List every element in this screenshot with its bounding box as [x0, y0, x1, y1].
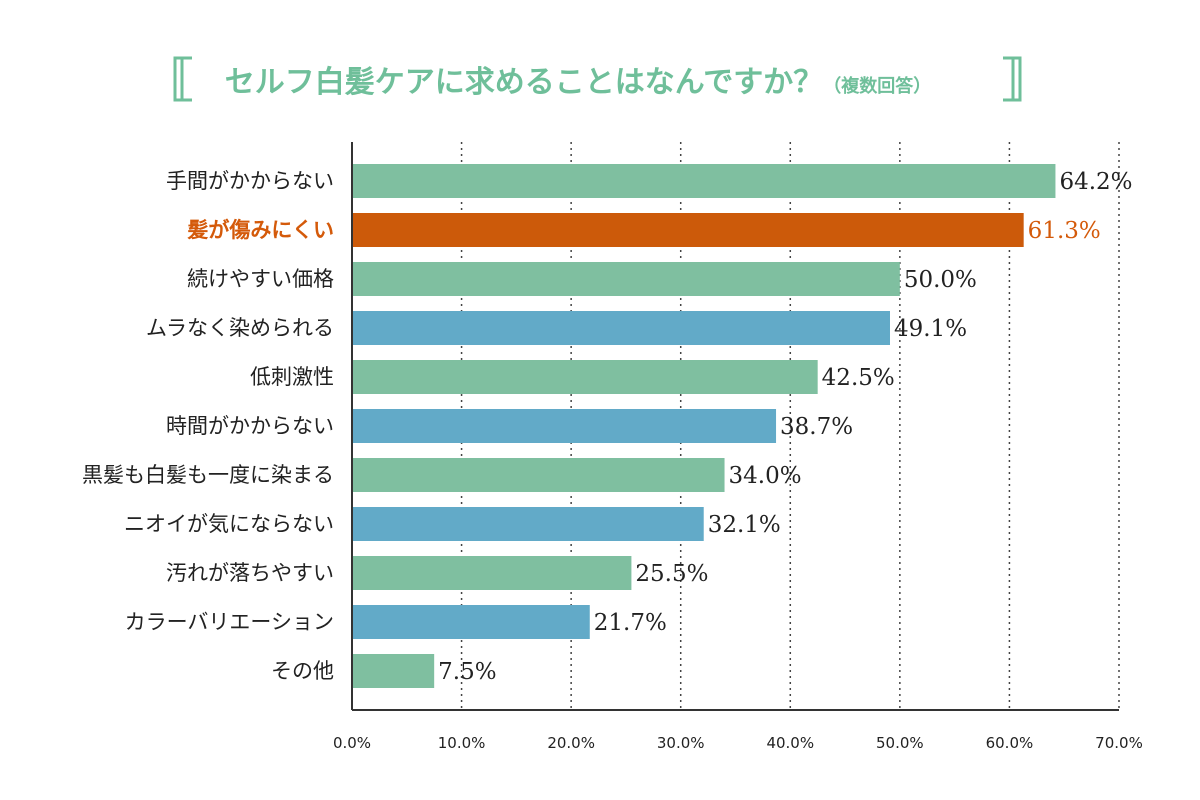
x-tick-label: 40.0% [766, 734, 814, 752]
bar [352, 654, 435, 688]
value-label: 38.7% [780, 414, 853, 440]
value-label: 42.5% [822, 365, 895, 391]
category-label: 続けやすい価格 [187, 267, 334, 291]
value-label: 7.5% [438, 659, 496, 685]
bar [352, 213, 1024, 247]
value-label: 61.3% [1028, 218, 1101, 244]
x-tick-label: 70.0% [1095, 734, 1143, 752]
title-left-bracket [173, 56, 192, 102]
category-label: 黒髪も白髪も一度に染まる [82, 463, 334, 487]
x-tick-label: 20.0% [547, 734, 595, 752]
category-label: その他 [271, 659, 334, 683]
bar [352, 409, 777, 443]
axes [351, 142, 1119, 711]
bracket-line [180, 56, 192, 102]
value-label: 34.0% [729, 463, 802, 489]
category-label: 手間がかからない [166, 169, 334, 193]
value-label: 21.7% [594, 610, 667, 636]
bracket-line [173, 56, 185, 102]
bar [352, 262, 900, 296]
x-tick-labels: 0.0% 10.0% 20.0% 30.0% 40.0% 50.0% 60.0% 70.0% [333, 734, 1143, 752]
bracket-line [1010, 56, 1022, 102]
category-label: 髪が傷みにくい [186, 218, 334, 242]
chart-subtitle: （複数回答） [823, 75, 931, 97]
bar [352, 556, 632, 590]
title-right-bracket [1003, 56, 1022, 102]
category-label: カラーバリエーション [125, 610, 334, 634]
category-label: ニオイが気にならない [124, 512, 334, 536]
bar [352, 605, 590, 639]
category-label: 時間がかからない [166, 414, 334, 438]
value-label: 50.0% [904, 267, 977, 293]
bar [352, 458, 725, 492]
value-label: 49.1% [894, 316, 967, 342]
value-label: 64.2% [1059, 169, 1132, 195]
x-tick-label: 50.0% [876, 734, 924, 752]
category-labels: 手間がかからない髪が傷みにくい続けやすい価格ムラなく染められる低刺激性時間がかか… [82, 169, 334, 683]
value-labels: 64.2% 61.3% 50.0% 49.1% 42.5% 38.7% 34.0% 32.1%… [438, 169, 1132, 685]
bar [352, 311, 890, 345]
category-label: ムラなく染められる [146, 316, 334, 340]
chart-title: セルフ白髪ケアに求めることはなんですか？ [225, 65, 824, 100]
bracket-line [1003, 56, 1015, 102]
category-label: 低刺激性 [250, 365, 334, 389]
value-label: 25.5% [635, 561, 708, 587]
bar [352, 360, 818, 394]
bar [352, 507, 704, 541]
bars [352, 164, 1056, 688]
chart-title-group: セルフ白髪ケアに求めることはなんですか？（複数回答） [225, 65, 932, 100]
x-tick-label: 60.0% [986, 734, 1034, 752]
category-label: 汚れが落ちやすい [166, 561, 334, 585]
bar [352, 164, 1056, 198]
x-tick-label: 10.0% [438, 734, 486, 752]
value-label: 32.1% [708, 512, 781, 538]
x-tick-label: 30.0% [657, 734, 705, 752]
x-tick-label: 0.0% [333, 734, 371, 752]
